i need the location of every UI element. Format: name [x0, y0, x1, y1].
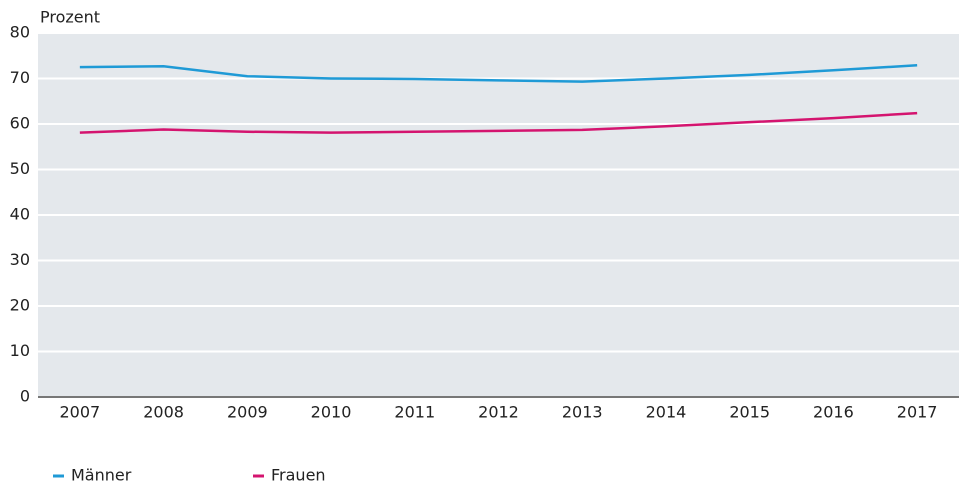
y-tick-label: 10 [10, 341, 30, 360]
x-tick-label: 2017 [897, 403, 938, 422]
y-tick-label: 60 [10, 114, 30, 133]
x-tick-label: 2008 [143, 403, 184, 422]
x-tick-label: 2009 [227, 403, 268, 422]
x-tick-label: 2011 [394, 403, 435, 422]
x-tick-label: 2016 [813, 403, 854, 422]
y-tick-label: 70 [10, 68, 30, 87]
x-tick-label: 2013 [562, 403, 603, 422]
legend-label: Männer [71, 466, 132, 485]
y-tick-label: 40 [10, 205, 30, 224]
series-line [79, 64, 918, 83]
y-axis-label: Prozent [40, 8, 100, 27]
legend-label: Frauen [271, 466, 326, 485]
x-tick-label: 2007 [60, 403, 101, 422]
y-tick-label: 50 [10, 159, 30, 178]
x-tick-label: 2014 [646, 403, 687, 422]
x-tick-label: 2012 [478, 403, 519, 422]
x-tick-label: 2010 [311, 403, 352, 422]
y-tick-label: 0 [20, 387, 30, 406]
series-line [79, 111, 918, 134]
y-tick-label: 20 [10, 296, 30, 315]
y-tick-label: 30 [10, 250, 30, 269]
x-tick-label: 2015 [729, 403, 770, 422]
y-tick-label: 80 [10, 23, 30, 42]
